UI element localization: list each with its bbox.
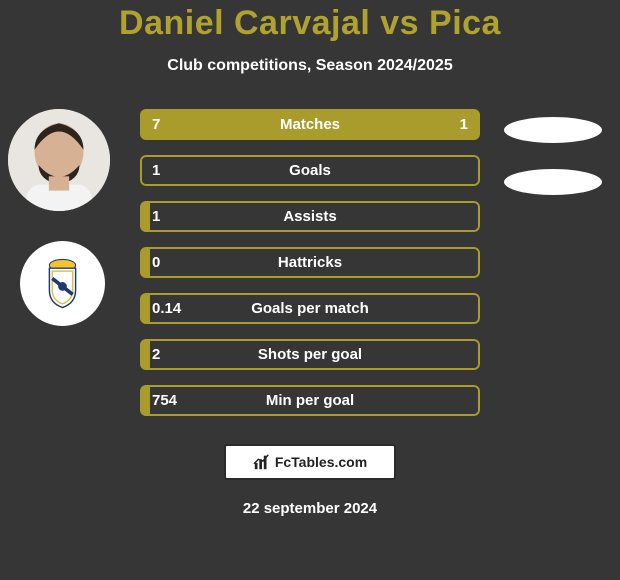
club-badge	[20, 241, 105, 326]
left-avatars	[8, 109, 110, 326]
stat-row: 0Hattricks	[140, 247, 480, 278]
comparison-card: Daniel Carvajal vs Pica Club competition…	[0, 0, 620, 580]
stat-label: Goals per match	[140, 300, 480, 317]
stat-value-right: 1	[460, 116, 468, 133]
stat-row: 754Min per goal	[140, 385, 480, 416]
stats-column: 7Matches11Goals1Assists0Hattricks0.14Goa…	[140, 109, 480, 431]
stat-label: Assists	[140, 208, 480, 225]
source-text: FcTables.com	[275, 454, 367, 470]
stat-label: Goals	[140, 162, 480, 179]
stat-row: 1Assists	[140, 201, 480, 232]
stat-row: 2Shots per goal	[140, 339, 480, 370]
ellipse-placeholder	[504, 117, 602, 143]
ellipse-placeholder	[504, 169, 602, 195]
club-crest-icon	[37, 258, 88, 309]
stat-row: 7Matches1	[140, 109, 480, 140]
stat-label: Hattricks	[140, 254, 480, 271]
footer-date: 22 september 2024	[0, 500, 620, 517]
page-title: Daniel Carvajal vs Pica	[0, 4, 620, 43]
player-headshot-icon	[8, 109, 110, 211]
right-ellipses	[504, 117, 602, 221]
stat-row: 0.14Goals per match	[140, 293, 480, 324]
stat-label: Shots per goal	[140, 346, 480, 363]
chart-icon	[253, 453, 271, 471]
player-avatar	[8, 109, 110, 211]
subtitle: Club competitions, Season 2024/2025	[0, 57, 620, 75]
stat-label: Min per goal	[140, 392, 480, 409]
stat-label: Matches	[140, 116, 480, 133]
stat-row: 1Goals	[140, 155, 480, 186]
source-badge: FcTables.com	[224, 444, 396, 480]
